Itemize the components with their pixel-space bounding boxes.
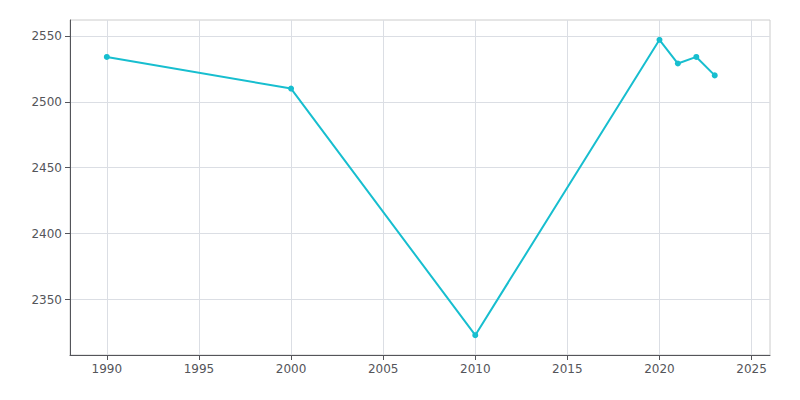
svg-text:2025: 2025 — [736, 362, 767, 376]
svg-text:2005: 2005 — [368, 362, 399, 376]
svg-text:1990: 1990 — [92, 362, 123, 376]
svg-text:2450: 2450 — [31, 161, 62, 175]
svg-text:2020: 2020 — [644, 362, 675, 376]
svg-text:2015: 2015 — [552, 362, 583, 376]
svg-text:2010: 2010 — [460, 362, 491, 376]
svg-text:2000: 2000 — [276, 362, 307, 376]
svg-text:2500: 2500 — [31, 95, 62, 109]
svg-text:2550: 2550 — [31, 29, 62, 43]
svg-text:1995: 1995 — [184, 362, 215, 376]
svg-text:2400: 2400 — [31, 227, 62, 241]
svg-text:2350: 2350 — [31, 293, 62, 307]
